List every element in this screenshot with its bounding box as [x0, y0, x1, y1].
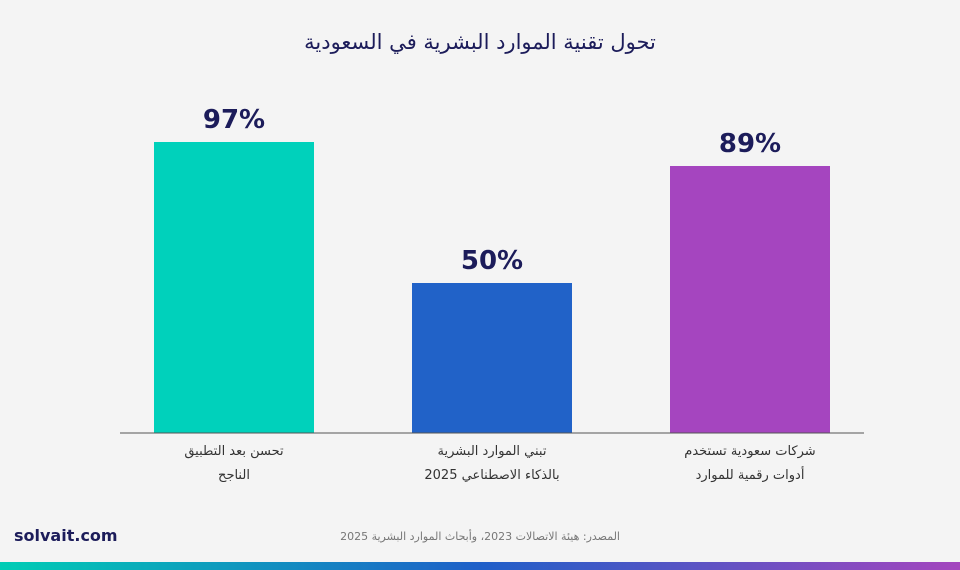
bar-3	[670, 166, 830, 433]
value-label-1: 97%	[203, 105, 265, 135]
footer-accent-bar	[0, 562, 960, 570]
category-label-2-line-2: بالذكاء الاصطناعي 2025	[424, 468, 559, 483]
category-label-3-line-2: أدوات رقمية للموارد	[696, 466, 805, 483]
bar-chart: 97% تحسن بعد التطبيق الناجح 50% تبني الموارد…	[120, 105, 864, 483]
category-label-1-line-1: تحسن بعد التطبيق	[184, 444, 284, 459]
bar-1	[154, 142, 314, 433]
value-label-2: 50%	[461, 246, 523, 276]
category-label-2-line-1: تبني الموارد البشرية	[438, 444, 547, 459]
brand-logo-text[interactable]: solvait.com	[14, 526, 118, 545]
source-note: المصدر: هيئة الاتصالات 2023، وأبحاث المو…	[340, 530, 620, 543]
bar-2	[412, 283, 572, 433]
category-label-3-line-1: شركات سعودية تستخدم	[684, 444, 815, 459]
category-label-1-line-2: الناجح	[218, 468, 250, 483]
chart-title: تحول تقنية الموارد البشرية في السعودية	[304, 30, 656, 54]
value-label-3: 89%	[719, 129, 781, 159]
